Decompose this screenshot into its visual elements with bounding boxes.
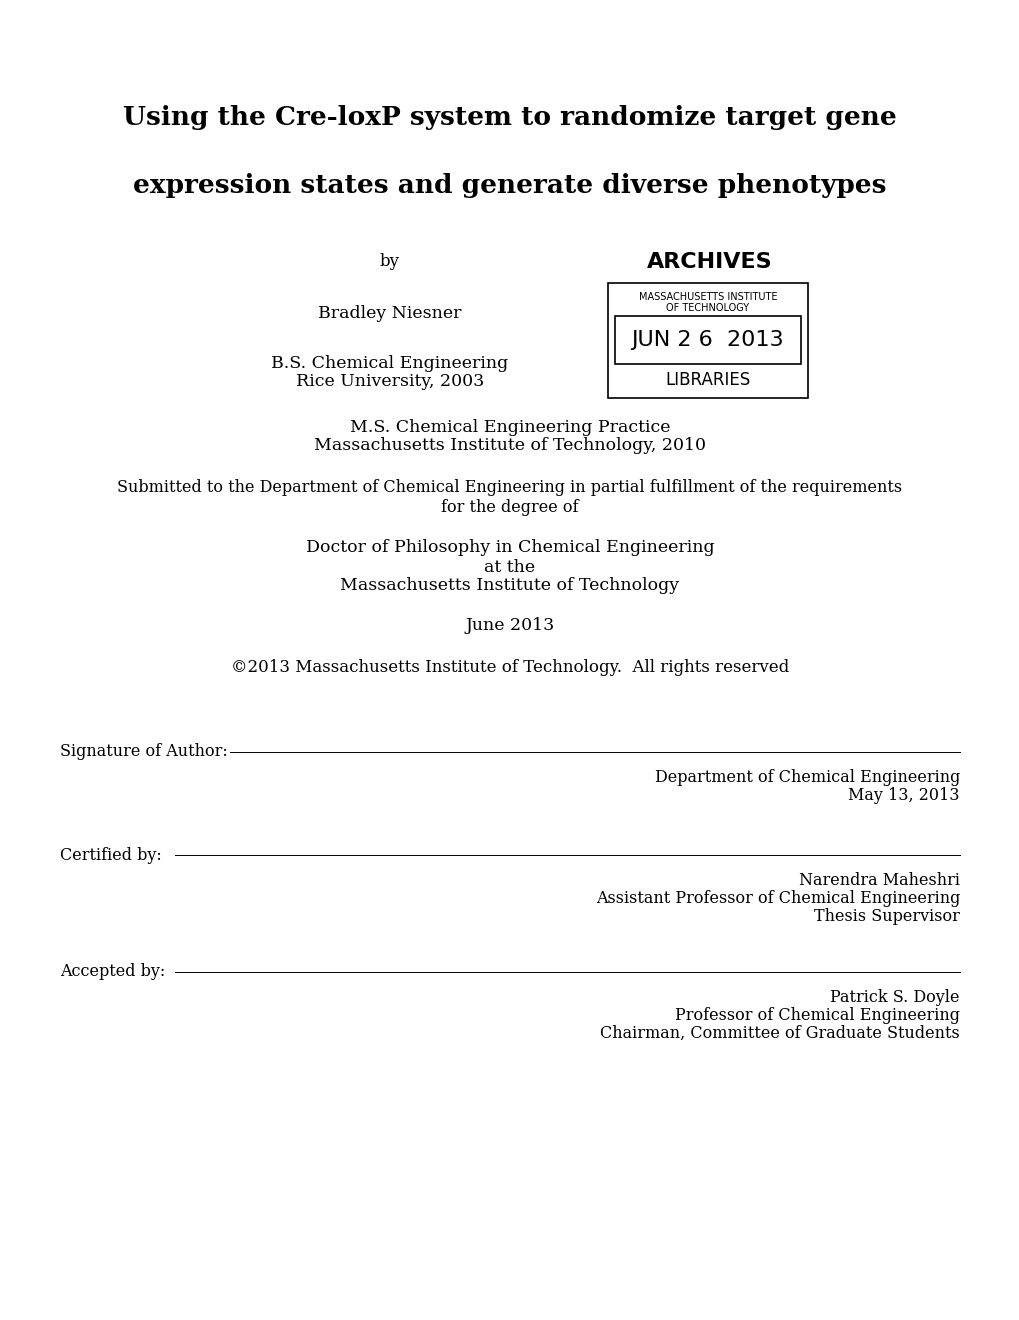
Text: B.S. Chemical Engineering: B.S. Chemical Engineering — [271, 355, 508, 371]
Text: Chairman, Committee of Graduate Students: Chairman, Committee of Graduate Students — [599, 1026, 959, 1041]
Text: OF TECHNOLOGY: OF TECHNOLOGY — [665, 304, 749, 313]
Text: Accepted by:: Accepted by: — [60, 964, 165, 981]
Text: Doctor of Philosophy in Chemical Engineering: Doctor of Philosophy in Chemical Enginee… — [306, 540, 713, 557]
Text: Thesis Supervisor: Thesis Supervisor — [813, 908, 959, 925]
Text: Department of Chemical Engineering: Department of Chemical Engineering — [654, 770, 959, 785]
Text: expression states and generate diverse phenotypes: expression states and generate diverse p… — [133, 173, 886, 198]
FancyBboxPatch shape — [614, 315, 800, 364]
Text: May 13, 2013: May 13, 2013 — [848, 787, 959, 804]
FancyBboxPatch shape — [607, 282, 807, 399]
Text: Massachusetts Institute of Technology, 2010: Massachusetts Institute of Technology, 2… — [314, 437, 705, 454]
Text: at the: at the — [484, 558, 535, 576]
Text: JUN 2 6  2013: JUN 2 6 2013 — [631, 330, 784, 350]
Text: for the degree of: for the degree of — [441, 499, 578, 516]
Text: Narendra Maheshri: Narendra Maheshri — [798, 873, 959, 888]
Text: Bradley Niesner: Bradley Niesner — [318, 305, 462, 322]
Text: ©2013 Massachusetts Institute of Technology.  All rights reserved: ©2013 Massachusetts Institute of Technol… — [230, 660, 789, 676]
Text: by: by — [380, 253, 399, 271]
Text: Submitted to the Department of Chemical Engineering in partial fulfillment of th: Submitted to the Department of Chemical … — [117, 479, 902, 496]
Text: Patrick S. Doyle: Patrick S. Doyle — [829, 989, 959, 1006]
Text: Certified by:: Certified by: — [60, 846, 162, 863]
Text: ARCHIVES: ARCHIVES — [646, 252, 772, 272]
Text: Using the Cre-loxP system to randomize target gene: Using the Cre-loxP system to randomize t… — [123, 106, 896, 131]
Text: Assistant Professor of Chemical Engineering: Assistant Professor of Chemical Engineer… — [595, 890, 959, 907]
Text: June 2013: June 2013 — [465, 616, 554, 634]
Text: MASSACHUSETTS INSTITUTE: MASSACHUSETTS INSTITUTE — [638, 292, 776, 302]
Text: M.S. Chemical Engineering Practice: M.S. Chemical Engineering Practice — [350, 418, 669, 436]
Text: Rice University, 2003: Rice University, 2003 — [296, 374, 484, 391]
Text: Professor of Chemical Engineering: Professor of Chemical Engineering — [675, 1007, 959, 1024]
Text: LIBRARIES: LIBRARIES — [664, 371, 750, 389]
Text: Massachusetts Institute of Technology: Massachusetts Institute of Technology — [340, 578, 679, 594]
Text: Signature of Author:: Signature of Author: — [60, 743, 227, 760]
